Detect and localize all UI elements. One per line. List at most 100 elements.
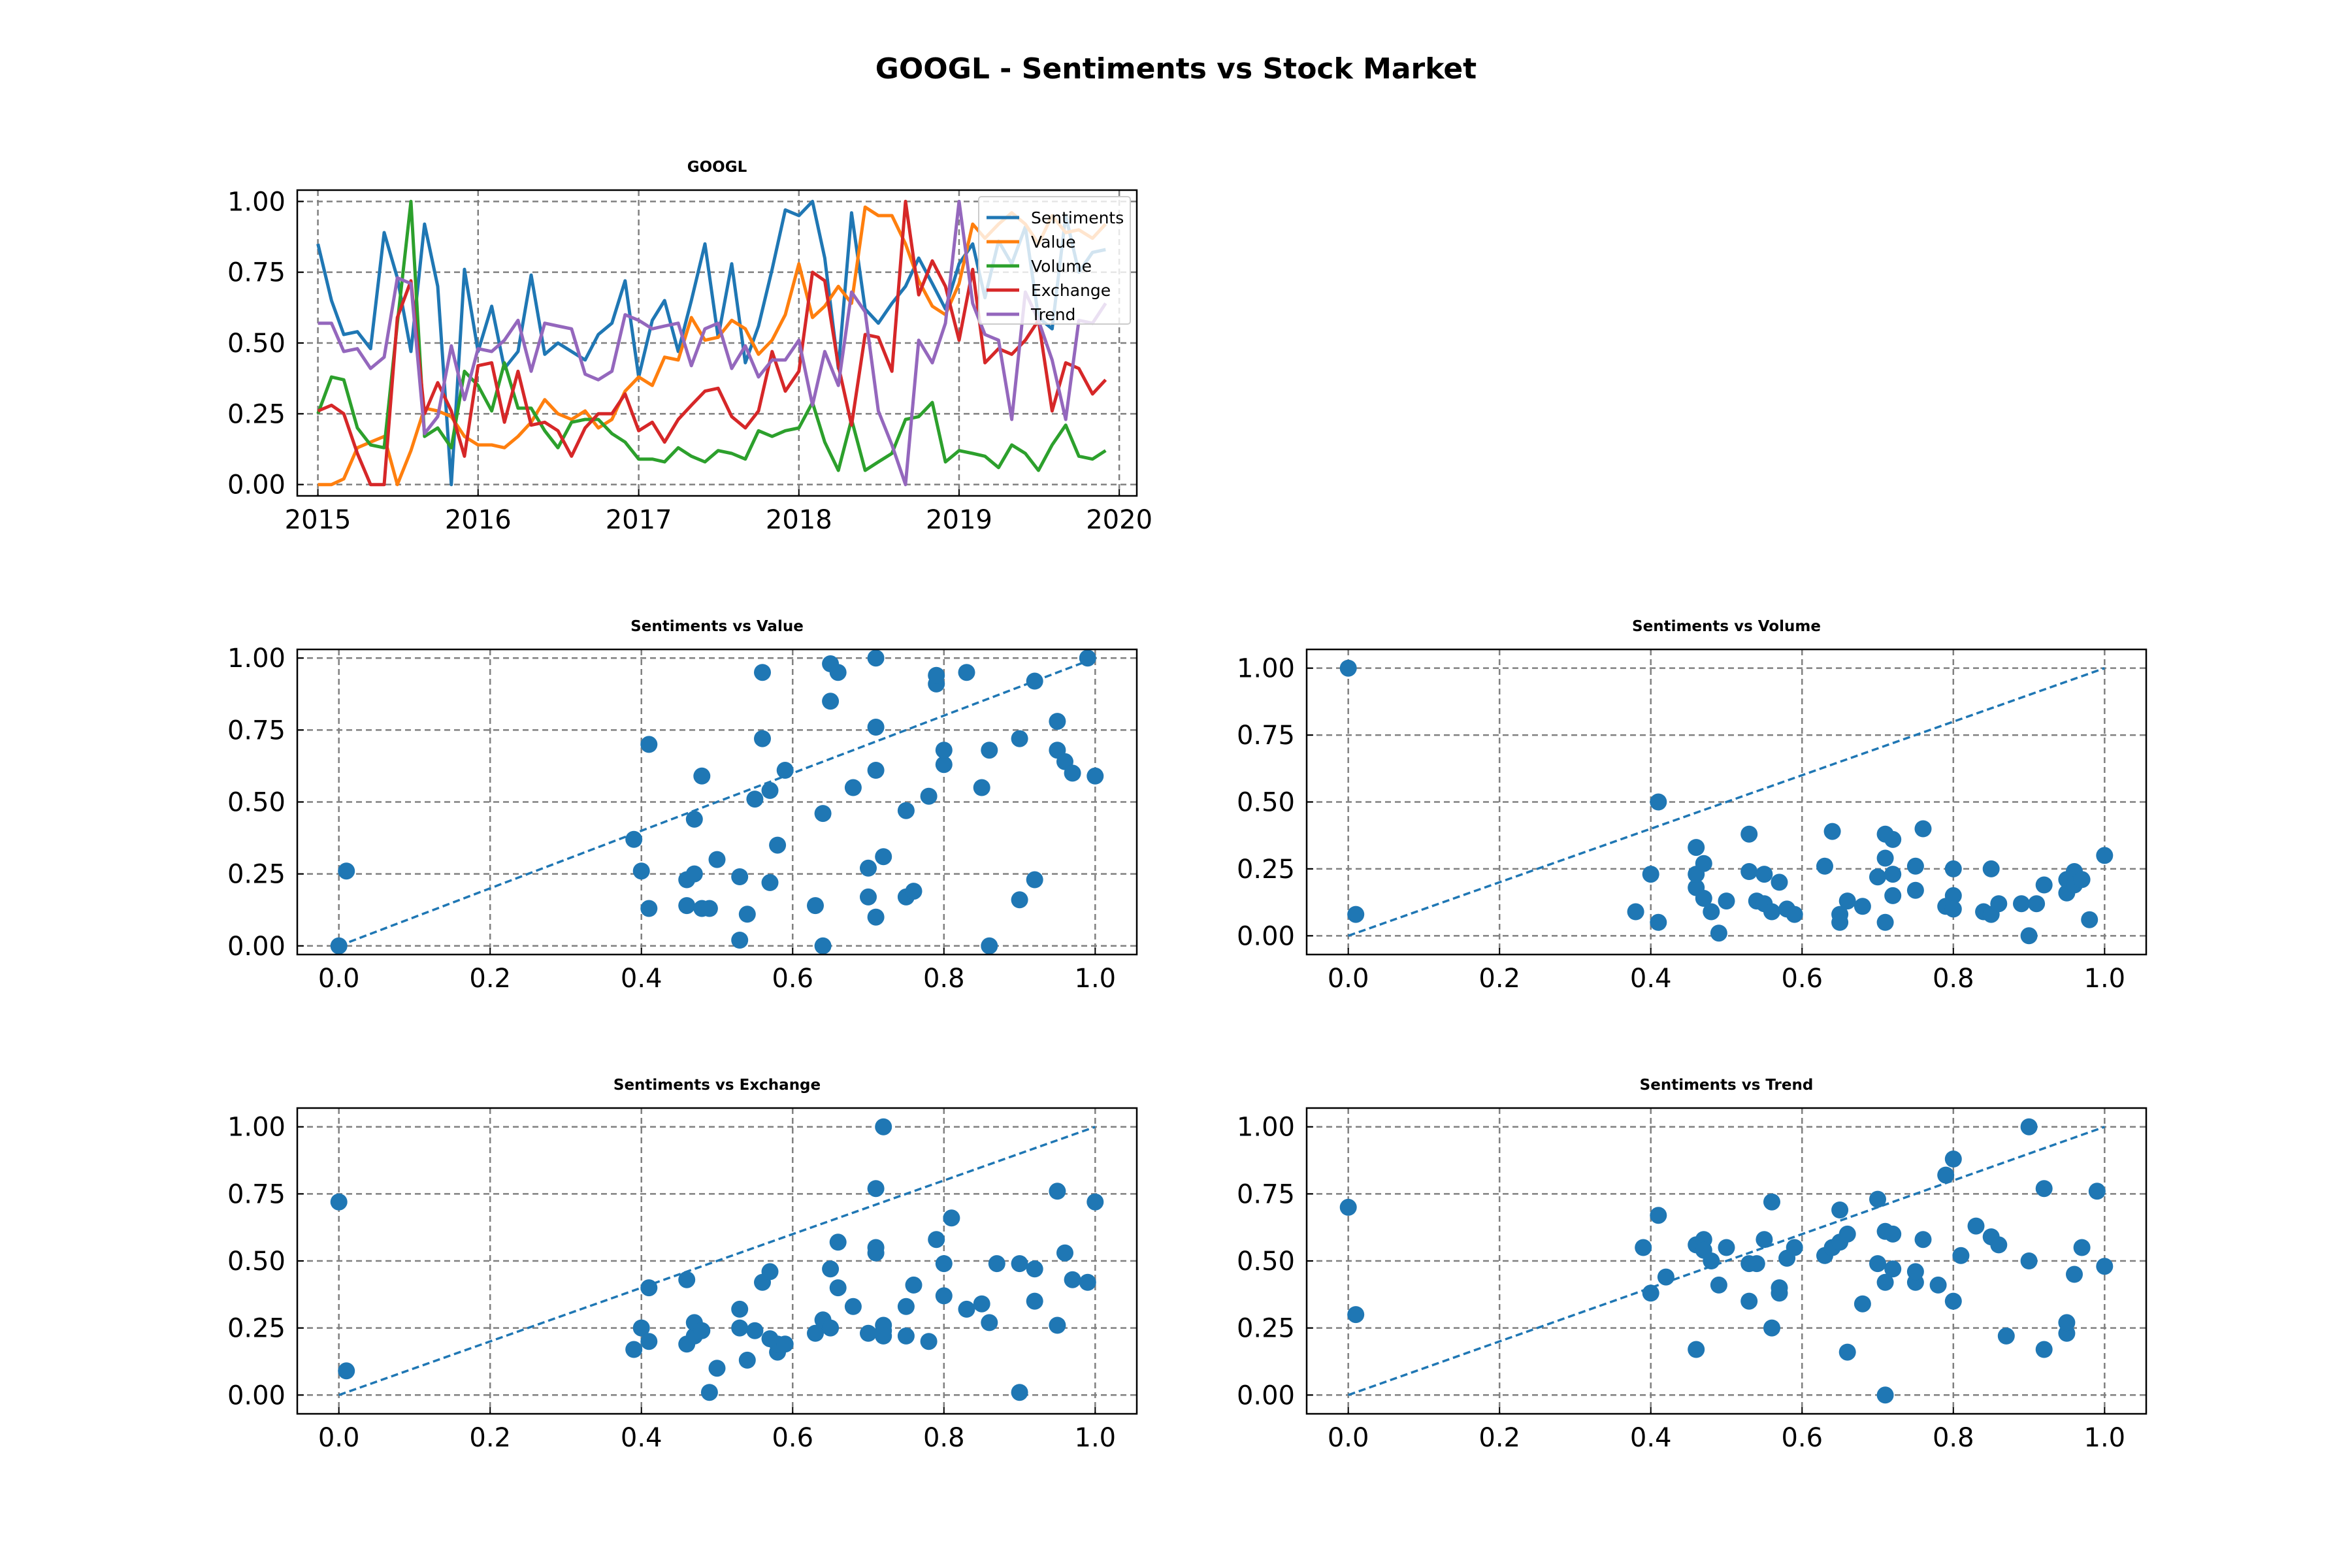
sentiments-vs-value-point-33 xyxy=(867,762,885,779)
sentiments-vs-value-point-25 xyxy=(814,937,832,955)
sentiments-vs-volume-point-1 xyxy=(1347,906,1365,923)
sentiments-vs-trend-point-2 xyxy=(1635,1239,1652,1256)
line-frame xyxy=(296,189,1138,497)
legend: Sentiments Value Volume Exchange Trend xyxy=(978,196,1131,325)
sentiments-vs-trend-point-39 xyxy=(1914,1231,1932,1249)
sentiments-vs-volume-point-10 xyxy=(1695,890,1712,907)
sentiments-vs-trend-point-34 xyxy=(1876,1386,1894,1404)
sentiments-vs-volume-point-41 xyxy=(1944,900,1962,918)
sentiments-vs-volume-point-33 xyxy=(1884,830,1902,848)
sentiments-vs-exchange-point-13 xyxy=(731,1319,749,1337)
sentiments-vs-trend-ytick-label-0-75: 0.75 xyxy=(1237,1179,1295,1209)
sentiments-vs-volume-point-4 xyxy=(1650,913,1667,931)
sentiments-vs-trend-xtick-label-0-8: 0.8 xyxy=(1933,1423,1974,1453)
sentiments-vs-volume-point-2 xyxy=(1627,903,1644,921)
sentiments-vs-volume-xtick-label-1-0: 1.0 xyxy=(2084,964,2126,994)
sentiments-vs-value-point-43 xyxy=(928,666,945,684)
sentiments-vs-trend-point-56 xyxy=(2073,1239,2091,1256)
sentiments-vs-volume-point-28 xyxy=(1854,898,1871,915)
sentiments-vs-exchange-title: Sentiments vs Exchange xyxy=(613,1077,821,1094)
sentiments-vs-volume-point-57 xyxy=(2096,847,2114,864)
sentiments-vs-trend-xtick-label-0-0: 0.0 xyxy=(1328,1423,1369,1453)
sentiments-vs-trend-point-40 xyxy=(1929,1276,1947,1294)
sentiments-vs-value-point-39 xyxy=(897,802,915,819)
sentiments-vs-value-point-29 xyxy=(829,664,847,681)
sentiments-vs-exchange-reference-line xyxy=(338,1126,1096,1396)
sentiments-vs-volume-point-56 xyxy=(2081,911,2099,928)
line-chart-googl: 2015 2016 2017 2018 2019 2020 0.00 0.25 0.50 0.75… xyxy=(227,159,1152,535)
sentiments-vs-trend-point-45 xyxy=(1967,1217,1985,1235)
sentiments-vs-volume-point-0 xyxy=(1339,659,1357,677)
sentiments-vs-value-point-31 xyxy=(860,859,877,877)
sentiments-vs-volume-point-55 xyxy=(2073,871,2091,889)
sentiments-vs-value-point-22 xyxy=(769,836,787,854)
sentiments-vs-exchange-point-34 xyxy=(875,1118,892,1135)
sentiments-vs-trend-point-16 xyxy=(1756,1231,1773,1249)
sentiments-vs-trend-point-4 xyxy=(1650,1207,1667,1224)
sentiments-vs-volume-point-49 xyxy=(2028,895,2046,913)
sentiments-vs-volume-point-42 xyxy=(1944,860,1962,877)
sentiments-vs-volume-point-37 xyxy=(1906,881,1924,899)
sentiments-vs-exchange-point-1 xyxy=(338,1362,355,1380)
sentiments-vs-value-point-32 xyxy=(860,888,877,906)
sentiments-vs-value-ytick-label-0-00: 0.00 xyxy=(227,932,286,962)
sentiments-vs-exchange-point-29 xyxy=(844,1298,862,1315)
sentiments-vs-volume-point-15 xyxy=(1740,863,1758,880)
sentiments-vs-trend-xtick-label-0-6: 0.6 xyxy=(1781,1423,1823,1453)
line-ytick-label-1-00: 1.00 xyxy=(227,187,286,217)
sentiments-vs-volume-point-23 xyxy=(1816,857,1833,875)
legend-label-value: Value xyxy=(1031,233,1076,252)
sentiments-vs-exchange-point-33 xyxy=(867,1244,885,1262)
legend-label-trend: Trend xyxy=(1030,305,1075,324)
sentiments-vs-volume-xtick-label-0-0: 0.0 xyxy=(1328,964,1369,994)
sentiments-vs-value-point-44 xyxy=(935,756,953,774)
sentiments-vs-trend-point-1 xyxy=(1347,1306,1365,1324)
sentiments-vs-volume-point-38 xyxy=(1914,820,1932,838)
sentiments-vs-volume-point-9 xyxy=(1695,855,1712,872)
sentiments-vs-value-point-24 xyxy=(807,897,824,915)
sentiments-vs-trend-point-42 xyxy=(1944,1151,1962,1168)
sentiments-vs-volume-point-47 xyxy=(2013,895,2030,913)
sentiments-vs-trend-point-3 xyxy=(1642,1284,1659,1302)
sentiments-vs-volume-point-32 xyxy=(1876,913,1894,931)
sentiments-vs-exchange-point-32 xyxy=(867,1180,885,1198)
line-ytick-label-0-25: 0.25 xyxy=(227,399,286,429)
sentiments-vs-trend-point-22 xyxy=(1786,1239,1803,1256)
sentiments-vs-trend-point-54 xyxy=(2058,1314,2076,1331)
sentiments-vs-exchange-point-22 xyxy=(776,1335,794,1353)
sentiments-vs-exchange-point-46 xyxy=(958,1300,975,1318)
sentiments-vs-exchange-point-28 xyxy=(829,1233,847,1251)
sentiments-vs-volume-point-29 xyxy=(1869,868,1886,886)
sentiments-vs-trend-point-49 xyxy=(2020,1118,2038,1135)
sentiments-vs-value-point-3 xyxy=(632,862,650,880)
series-line-value xyxy=(318,205,1107,487)
sentiments-vs-exchange-point-4 xyxy=(640,1279,658,1297)
sentiments-vs-value-point-46 xyxy=(958,664,975,681)
sentiments-vs-volume-point-19 xyxy=(1763,903,1780,921)
sentiments-vs-trend-point-5 xyxy=(1657,1268,1674,1286)
sentiments-vs-volume-ytick-label-0-25: 0.25 xyxy=(1237,855,1295,885)
sentiments-vs-exchange-point-47 xyxy=(973,1295,990,1313)
sentiments-vs-exchange-point-14 xyxy=(731,1300,749,1318)
line-xtick-label-2015: 2015 xyxy=(285,505,351,535)
sentiments-vs-exchange-point-16 xyxy=(746,1322,764,1339)
sentiments-vs-value-point-53 xyxy=(1026,871,1043,889)
scatter-sentiments-vs-volume: 0.0 0.2 0.4 0.6 0.8 1.0 0.00 0.25 0.50 0.75 1.00 Se… xyxy=(1237,618,2148,994)
sentiments-vs-value-reference-line xyxy=(338,657,1096,947)
sentiments-vs-value-point-36 xyxy=(867,908,885,926)
sentiments-vs-value-point-23 xyxy=(776,762,794,779)
sentiments-vs-value-point-59 xyxy=(1086,767,1104,785)
sentiments-vs-trend-ytick-label-1-00: 1.00 xyxy=(1237,1113,1295,1143)
sentiments-vs-trend-point-25 xyxy=(1831,1201,1849,1218)
sentiments-vs-value-point-50 xyxy=(1011,730,1028,747)
sentiments-vs-exchange-ytick-label-0-75: 0.75 xyxy=(227,1179,286,1209)
sentiments-vs-trend-ytick-label-0-00: 0.00 xyxy=(1237,1380,1295,1411)
sentiments-vs-volume-frame xyxy=(1305,648,2148,956)
sentiments-vs-trend-point-12 xyxy=(1718,1239,1735,1256)
sentiments-vs-trend-point-57 xyxy=(2088,1183,2106,1200)
sentiments-vs-exchange-point-43 xyxy=(935,1287,953,1305)
sentiments-vs-volume-point-31 xyxy=(1876,849,1894,867)
sentiments-vs-volume-title: Sentiments vs Volume xyxy=(1632,618,1821,635)
sentiments-vs-value-point-12 xyxy=(700,900,718,917)
